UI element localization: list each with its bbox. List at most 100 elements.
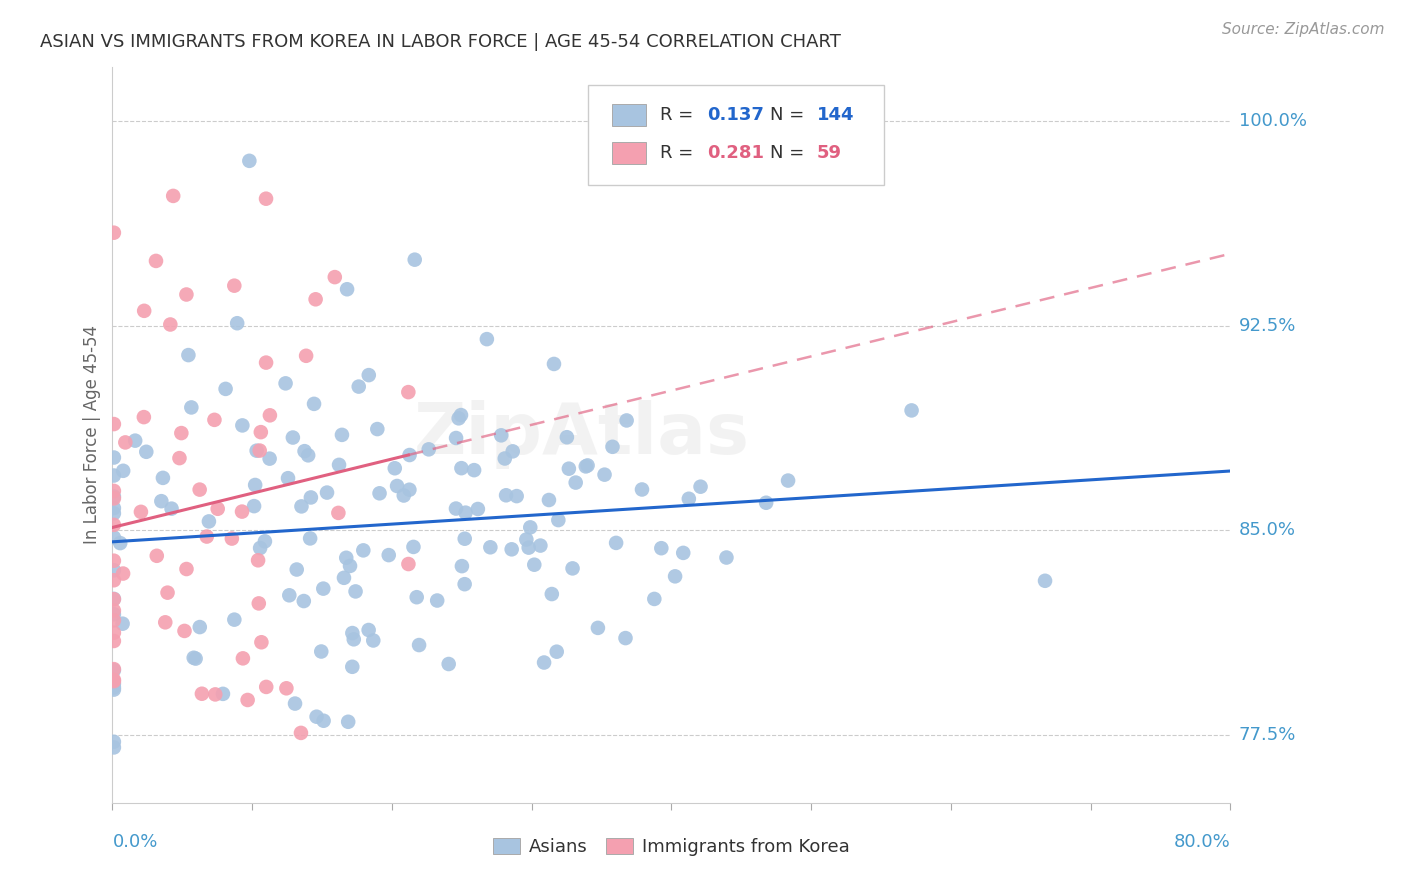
- Point: [224, 278, 246, 293]
- Text: N =: N =: [769, 106, 810, 124]
- Text: 80.0%: 80.0%: [1174, 833, 1230, 851]
- Point: [444, 501, 467, 516]
- Point: [543, 357, 565, 371]
- Point: [328, 506, 350, 520]
- Point: [103, 662, 125, 676]
- Point: [454, 532, 477, 546]
- Point: [103, 507, 125, 521]
- Point: [502, 444, 524, 458]
- Point: [418, 442, 440, 457]
- Point: [249, 443, 271, 458]
- Text: Source: ZipAtlas.com: Source: ZipAtlas.com: [1222, 22, 1385, 37]
- Point: [290, 500, 312, 514]
- Point: [405, 591, 427, 605]
- Point: [112, 464, 135, 478]
- Point: [398, 448, 420, 462]
- Point: [323, 270, 346, 285]
- Point: [108, 536, 131, 550]
- Text: 59: 59: [817, 144, 842, 162]
- Point: [312, 582, 335, 596]
- Text: 77.5%: 77.5%: [1239, 726, 1296, 744]
- Point: [678, 491, 700, 506]
- Point: [160, 501, 183, 516]
- Point: [304, 293, 326, 307]
- Point: [450, 461, 472, 475]
- Point: [564, 475, 586, 490]
- Point: [184, 651, 207, 665]
- Point: [191, 687, 214, 701]
- Point: [519, 520, 541, 534]
- Point: [180, 401, 202, 415]
- Point: [176, 287, 198, 301]
- Point: [111, 616, 134, 631]
- Point: [114, 435, 136, 450]
- FancyBboxPatch shape: [612, 142, 645, 164]
- Point: [517, 541, 540, 555]
- Point: [103, 673, 125, 687]
- Point: [247, 553, 270, 567]
- Point: [132, 410, 155, 425]
- Point: [195, 530, 218, 544]
- Point: [342, 626, 364, 640]
- Point: [540, 587, 562, 601]
- Point: [575, 459, 598, 474]
- Point: [221, 532, 243, 546]
- Point: [515, 533, 537, 547]
- Point: [173, 624, 195, 638]
- Point: [259, 409, 281, 423]
- Point: [426, 593, 449, 607]
- Point: [336, 282, 359, 296]
- Point: [159, 318, 181, 332]
- Point: [402, 540, 425, 554]
- Point: [297, 448, 319, 462]
- Point: [214, 382, 236, 396]
- Point: [152, 471, 174, 485]
- Point: [243, 478, 266, 492]
- Point: [103, 468, 125, 483]
- Point: [716, 550, 738, 565]
- Point: [232, 651, 254, 665]
- Point: [281, 431, 304, 445]
- Point: [170, 426, 193, 441]
- Point: [254, 680, 277, 694]
- Text: R =: R =: [661, 144, 699, 162]
- Point: [204, 413, 226, 427]
- Point: [103, 614, 125, 628]
- Point: [755, 496, 778, 510]
- Point: [124, 434, 146, 448]
- Point: [146, 549, 169, 563]
- Point: [489, 428, 512, 442]
- Point: [309, 644, 332, 658]
- Point: [103, 226, 125, 240]
- Point: [254, 192, 277, 206]
- Point: [352, 543, 374, 558]
- Point: [150, 494, 173, 508]
- Y-axis label: In Labor Force | Age 45-54: In Labor Force | Age 45-54: [83, 326, 101, 544]
- Text: 100.0%: 100.0%: [1239, 112, 1306, 130]
- Point: [333, 571, 356, 585]
- Point: [224, 613, 246, 627]
- Point: [631, 483, 654, 497]
- Point: [547, 513, 569, 527]
- Point: [188, 483, 211, 497]
- Point: [357, 368, 380, 383]
- Point: [523, 558, 546, 572]
- Point: [103, 663, 125, 677]
- Point: [605, 536, 627, 550]
- Point: [299, 532, 322, 546]
- Point: [451, 559, 474, 574]
- Point: [231, 505, 253, 519]
- Point: [529, 539, 551, 553]
- Point: [494, 451, 516, 466]
- Text: N =: N =: [769, 144, 810, 162]
- Text: 0.281: 0.281: [707, 144, 763, 162]
- Point: [396, 557, 419, 571]
- Point: [284, 697, 307, 711]
- Point: [342, 660, 364, 674]
- Point: [103, 554, 125, 568]
- Point: [384, 461, 406, 475]
- Point: [103, 483, 125, 498]
- Point: [347, 379, 370, 393]
- Point: [156, 585, 179, 599]
- Point: [177, 348, 200, 362]
